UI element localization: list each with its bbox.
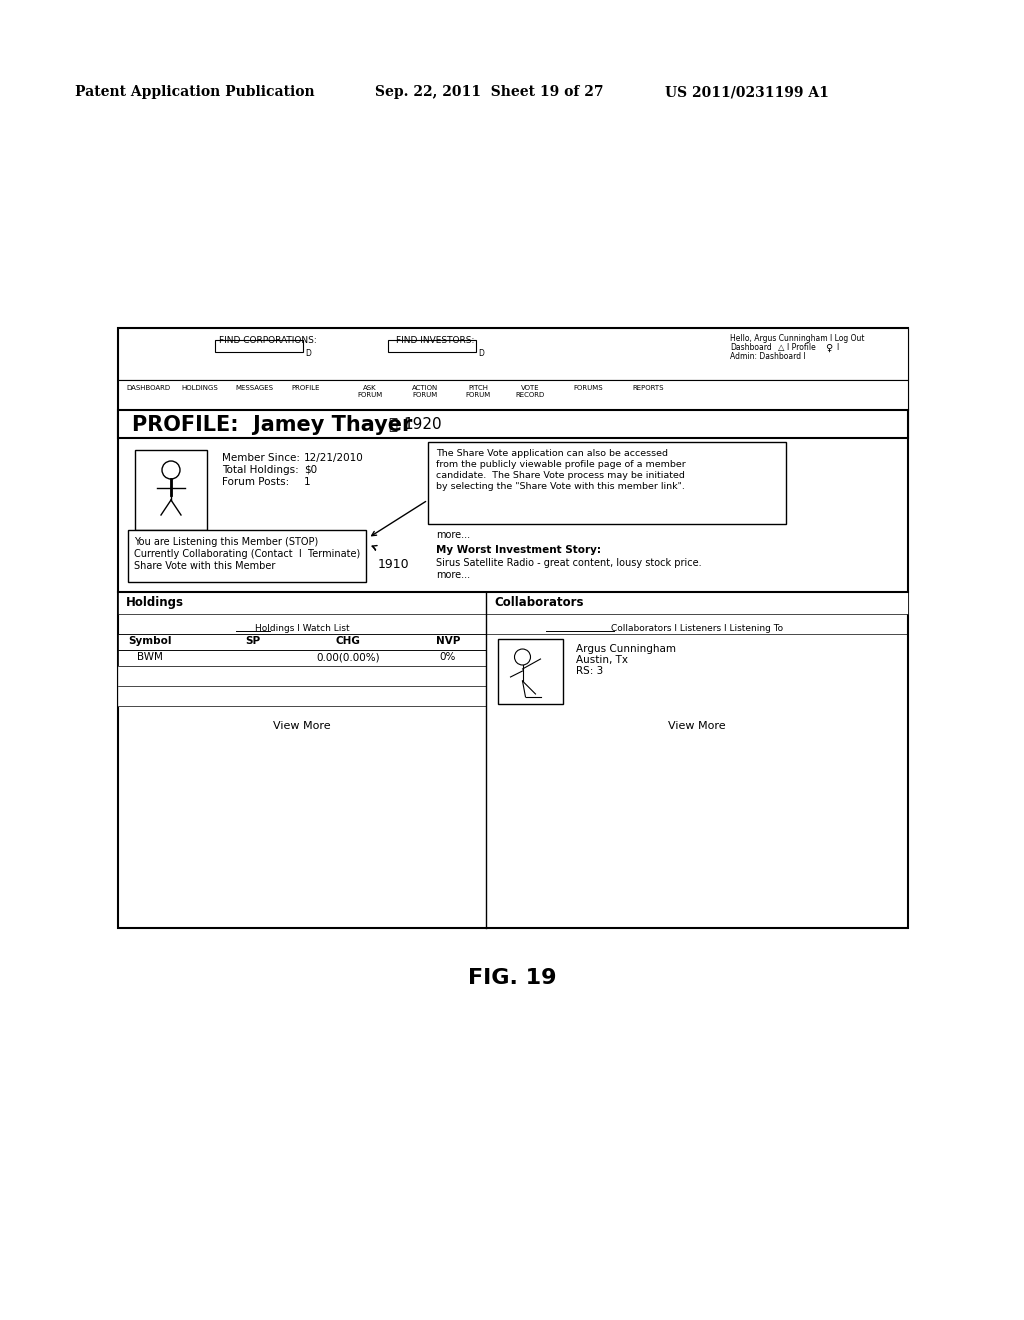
Text: Patent Application Publication: Patent Application Publication: [75, 84, 314, 99]
Text: The Share Vote application can also be accessed: The Share Vote application can also be a…: [436, 449, 668, 458]
Text: Dashboard: Dashboard: [730, 343, 772, 352]
Text: 0.00(0.00%): 0.00(0.00%): [316, 652, 380, 663]
Text: 1910: 1910: [378, 558, 410, 572]
Text: MESSAGES: MESSAGES: [234, 385, 273, 391]
Text: Sep. 22, 2011  Sheet 19 of 27: Sep. 22, 2011 Sheet 19 of 27: [375, 84, 603, 99]
Text: △: △: [778, 343, 784, 352]
Text: 1: 1: [304, 477, 310, 487]
Bar: [118, 634, 486, 649]
Text: PROFILE:  Jamey Thayer: PROFILE: Jamey Thayer: [132, 414, 413, 436]
Text: ♀: ♀: [825, 343, 833, 352]
Text: VOTE
RECORD: VOTE RECORD: [515, 385, 545, 399]
Text: SP: SP: [246, 636, 260, 645]
Bar: [118, 649, 486, 667]
Text: from the publicly viewable profile page of a member: from the publicly viewable profile page …: [436, 459, 686, 469]
Text: 12/21/2010: 12/21/2010: [304, 453, 364, 463]
Text: more...: more...: [436, 531, 470, 540]
Text: View More: View More: [273, 721, 331, 731]
Text: DASHBOARD: DASHBOARD: [126, 385, 170, 391]
Text: FIND INVESTORS:: FIND INVESTORS:: [396, 337, 474, 345]
Text: Collaborators: Collaborators: [494, 597, 584, 609]
Bar: [118, 591, 486, 614]
Text: 1920: 1920: [403, 417, 441, 432]
Text: D: D: [305, 348, 311, 358]
Text: View More: View More: [669, 721, 726, 731]
Bar: [118, 411, 908, 438]
Text: Holdings I Watch List: Holdings I Watch List: [255, 624, 349, 634]
Bar: [486, 591, 908, 614]
Text: BWM: BWM: [137, 652, 163, 663]
Text: more...: more...: [436, 570, 470, 579]
Text: Member Since:: Member Since:: [222, 453, 300, 463]
Text: FIG. 19: FIG. 19: [468, 968, 556, 987]
FancyArrowPatch shape: [372, 502, 426, 536]
Bar: [428, 442, 786, 524]
Text: FORUMS: FORUMS: [573, 385, 603, 391]
Text: CHG: CHG: [336, 636, 360, 645]
Text: HOLDINGS: HOLDINGS: [181, 385, 218, 391]
Text: D: D: [478, 348, 484, 358]
Bar: [118, 686, 486, 706]
Text: You are Listening this Member (STOP): You are Listening this Member (STOP): [134, 537, 318, 546]
Text: Argus Cunningham: Argus Cunningham: [575, 644, 676, 653]
Text: Sirus Satellite Radio - great content, lousy stock price.: Sirus Satellite Radio - great content, l…: [436, 558, 701, 568]
Bar: [118, 667, 486, 686]
Text: ACTION
FORUM: ACTION FORUM: [412, 385, 438, 399]
Text: FIND CORPORATIONS:: FIND CORPORATIONS:: [219, 337, 316, 345]
Text: Symbol: Symbol: [128, 636, 172, 645]
Text: Holdings: Holdings: [126, 597, 184, 609]
Text: 0%: 0%: [440, 652, 456, 663]
Text: ⌣: ⌣: [388, 417, 397, 432]
Text: Collaborators I Listeners I Listening To: Collaborators I Listeners I Listening To: [611, 624, 783, 634]
Text: My Worst Investment Story:: My Worst Investment Story:: [436, 545, 601, 554]
Bar: [498, 639, 563, 704]
FancyArrowPatch shape: [372, 545, 377, 550]
Text: I: I: [836, 343, 839, 352]
Text: I Profile: I Profile: [787, 343, 816, 352]
Text: Share Vote with this Member: Share Vote with this Member: [134, 561, 275, 572]
Bar: [118, 380, 908, 411]
Text: US 2011/0231199 A1: US 2011/0231199 A1: [665, 84, 828, 99]
Text: Forum Posts:: Forum Posts:: [222, 477, 289, 487]
Bar: [215, 341, 303, 352]
Text: RS: 3: RS: 3: [575, 667, 603, 676]
Text: Hello, Argus Cunningham I Log Out: Hello, Argus Cunningham I Log Out: [730, 334, 864, 343]
Bar: [135, 450, 207, 531]
Text: PROFILE: PROFILE: [292, 385, 321, 391]
Text: PITCH
FORUM: PITCH FORUM: [465, 385, 490, 399]
Bar: [388, 341, 476, 352]
Text: $0: $0: [304, 465, 317, 475]
Text: Currently Collaborating (Contact  I  Terminate): Currently Collaborating (Contact I Termi…: [134, 549, 360, 558]
Text: Admin: Dashboard I: Admin: Dashboard I: [730, 352, 806, 360]
Text: by selecting the "Share Vote with this member link".: by selecting the "Share Vote with this m…: [436, 482, 685, 491]
Text: candidate.  The Share Vote process may be initiated: candidate. The Share Vote process may be…: [436, 471, 685, 480]
Text: NVP: NVP: [436, 636, 460, 645]
Bar: [118, 327, 908, 380]
Text: Total Holdings:: Total Holdings:: [222, 465, 299, 475]
Text: ASK
FORUM: ASK FORUM: [357, 385, 383, 399]
Text: REPORTS: REPORTS: [632, 385, 664, 391]
Bar: [128, 531, 366, 582]
Bar: [118, 327, 908, 928]
Text: Austin, Tx: Austin, Tx: [575, 655, 628, 665]
